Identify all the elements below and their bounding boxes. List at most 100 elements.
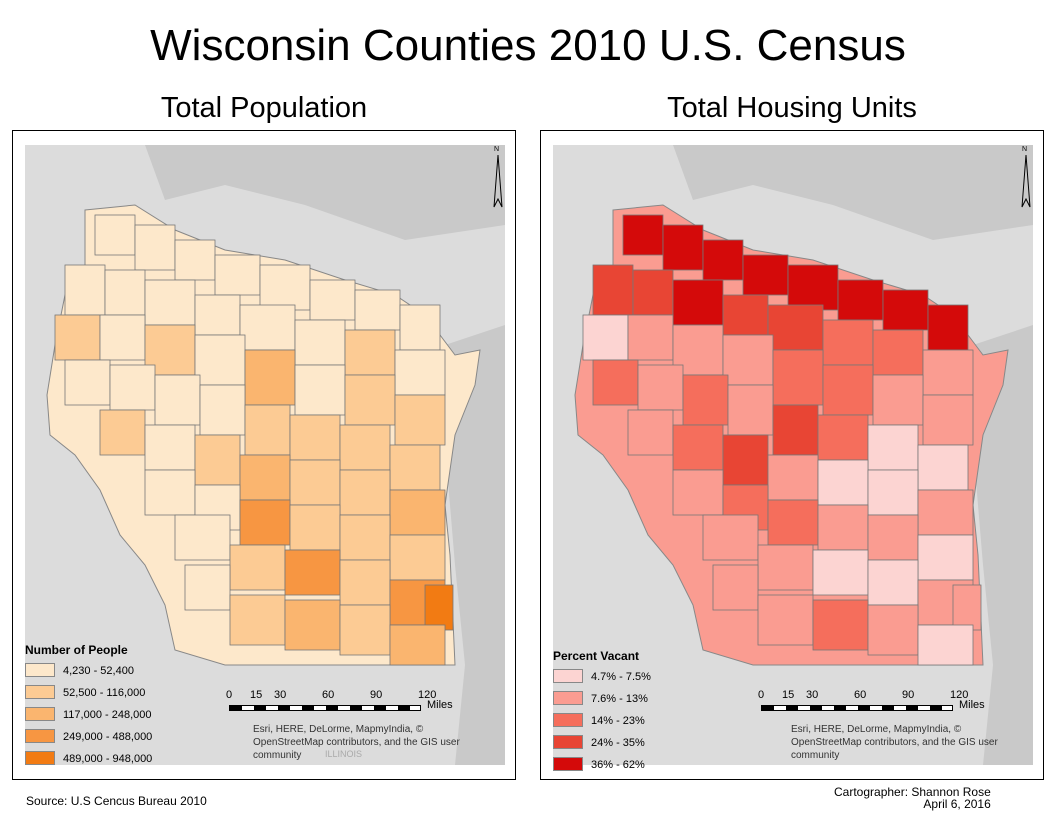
county-shape bbox=[672, 279, 724, 326]
legend-title: Number of People bbox=[25, 643, 128, 657]
county-shape bbox=[339, 559, 391, 606]
county-shape bbox=[94, 214, 136, 256]
legend-item: 36% - 62% bbox=[553, 755, 645, 777]
legend-label: 249,000 - 488,000 bbox=[63, 731, 153, 743]
county-shape bbox=[757, 594, 814, 646]
county-shape bbox=[922, 349, 974, 396]
illinois-label: ILLINOIS bbox=[325, 749, 362, 759]
county-shape bbox=[867, 604, 919, 656]
scale-tick-label: 30 bbox=[274, 689, 287, 701]
county-shape bbox=[104, 269, 146, 316]
county-shape bbox=[787, 264, 839, 311]
county-shape bbox=[199, 384, 246, 436]
county-shape bbox=[917, 444, 969, 491]
legend-item: 14% - 23% bbox=[553, 711, 645, 733]
scale-tick-label: 30 bbox=[806, 689, 819, 701]
legend-swatch bbox=[25, 707, 55, 721]
county-shape bbox=[627, 314, 674, 361]
county-shape bbox=[184, 564, 231, 611]
county-shape bbox=[927, 304, 969, 351]
legend-label: 36% - 62% bbox=[591, 759, 645, 771]
county-shape bbox=[309, 279, 356, 321]
legend-item: 24% - 35% bbox=[553, 733, 645, 755]
map-credits-right: Esri, HERE, DeLorme, MapmyIndia, © OpenS… bbox=[791, 724, 998, 761]
county-shape bbox=[194, 334, 246, 386]
county-shape bbox=[742, 254, 789, 296]
legend-label: 14% - 23% bbox=[591, 715, 645, 727]
housing-map-frame: N Percent Vacant 4.7% - 7.5% 7.6% - 13% 14… bbox=[540, 130, 1044, 780]
vacancy-legend: Percent Vacant 4.7% - 7.5% 7.6% - 13% 14% … bbox=[553, 649, 651, 777]
legend-label: 4,230 - 52,400 bbox=[63, 665, 134, 677]
county-shape bbox=[174, 239, 216, 281]
legend-label: 4.7% - 7.5% bbox=[591, 671, 651, 683]
county-shape bbox=[872, 329, 924, 376]
county-shape bbox=[712, 564, 759, 611]
legend-swatch bbox=[25, 751, 55, 765]
scale-bar-graphic bbox=[229, 705, 421, 711]
county-shape bbox=[867, 424, 919, 471]
housing-map-svg bbox=[553, 145, 1033, 765]
right-map-title: Total Housing Units bbox=[667, 92, 917, 124]
map-date: April 6, 2016 bbox=[923, 797, 991, 811]
scale-tick-label: 120 bbox=[418, 689, 437, 701]
county-shape bbox=[672, 469, 724, 516]
county-shape bbox=[772, 349, 824, 406]
county-shape bbox=[229, 544, 286, 591]
county-shape bbox=[922, 394, 974, 446]
legend-swatch bbox=[553, 757, 583, 771]
legend-label: 7.6% - 13% bbox=[591, 693, 648, 705]
legend-swatch bbox=[25, 663, 55, 677]
county-shape bbox=[767, 454, 819, 501]
housing-map bbox=[553, 145, 1033, 765]
county-shape bbox=[344, 374, 396, 426]
county-shape bbox=[134, 224, 176, 271]
scale-tick-label: 90 bbox=[902, 689, 915, 701]
county-shape bbox=[289, 414, 341, 461]
county-shape bbox=[637, 364, 684, 411]
county-shape bbox=[144, 279, 196, 326]
county-shape bbox=[622, 214, 664, 256]
scale-tick-label: 0 bbox=[226, 689, 233, 701]
county-shape bbox=[144, 469, 196, 516]
county-shape bbox=[294, 319, 346, 366]
county-shape bbox=[394, 394, 446, 446]
legend-label: 52,500 - 116,000 bbox=[63, 687, 146, 699]
county-shape bbox=[702, 514, 759, 561]
county-shape bbox=[239, 304, 296, 351]
county-shape bbox=[174, 514, 231, 561]
scale-bar-left: 0 15 30 60 90 120 Miles bbox=[226, 689, 489, 723]
county-shape bbox=[399, 304, 441, 351]
legend-item: 52,500 - 116,000 bbox=[25, 683, 145, 705]
legend-item: 4.7% - 7.5% bbox=[553, 667, 651, 689]
county-shape bbox=[64, 359, 111, 406]
county-shape bbox=[144, 424, 196, 471]
county-shape bbox=[722, 334, 774, 386]
county-shape bbox=[339, 604, 391, 656]
svg-text:N: N bbox=[494, 146, 499, 153]
county-shape bbox=[952, 584, 982, 631]
population-legend: Number of People 4,230 - 52,400 52,500 - … bbox=[25, 643, 152, 771]
county-shape bbox=[99, 409, 146, 456]
north-arrow-icon: N bbox=[1019, 143, 1033, 209]
county-shape bbox=[389, 444, 441, 491]
left-map-title: Total Population bbox=[160, 92, 368, 124]
legend-swatch bbox=[553, 691, 583, 705]
population-map: ILLINOIS bbox=[25, 145, 505, 765]
county-shape bbox=[702, 239, 744, 281]
legend-item: 117,000 - 248,000 bbox=[25, 705, 151, 727]
county-shape bbox=[632, 269, 674, 316]
county-shape bbox=[812, 549, 869, 596]
basemap-lake-superior bbox=[553, 145, 1033, 240]
county-shape bbox=[662, 224, 704, 271]
county-shape bbox=[917, 624, 974, 666]
population-map-frame: ILLINOIS N Number of People 4,230 - 52,4… bbox=[12, 130, 516, 780]
county-shape bbox=[722, 434, 769, 486]
county-shape bbox=[772, 404, 819, 456]
county-shape bbox=[244, 349, 296, 406]
county-shape bbox=[837, 279, 884, 321]
county-shape bbox=[867, 559, 919, 606]
county-shape bbox=[389, 624, 446, 666]
county-shape bbox=[822, 364, 874, 416]
legend-item: 489,000 - 948,000 bbox=[25, 749, 152, 771]
map-credits-left: Esri, HERE, DeLorme, MapmyIndia, © OpenS… bbox=[253, 724, 460, 761]
